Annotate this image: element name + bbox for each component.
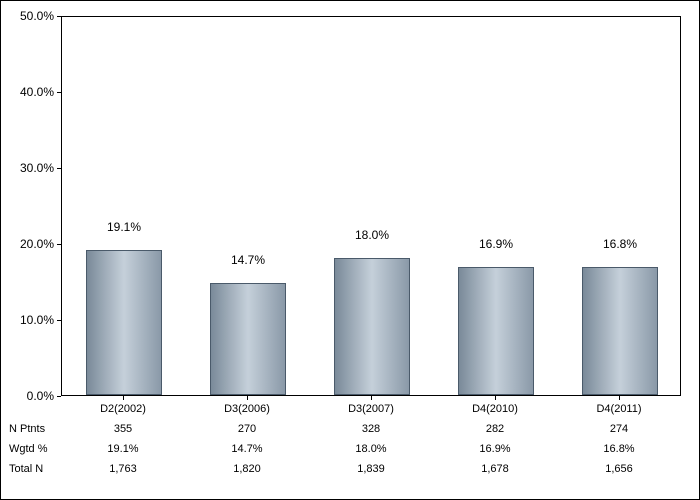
table-cell: 1,839 [357, 463, 385, 475]
y-tick-label: 10.0% [4, 313, 54, 327]
table-cell: 1,678 [481, 463, 509, 475]
y-tick-label: 40.0% [4, 85, 54, 99]
table-cell: D3(2007) [348, 403, 394, 415]
x-tick-mark [247, 396, 248, 400]
table-row: Total N 1,763 1,820 1,839 1,678 1,656 [1, 463, 700, 483]
table-row-header: N Ptnts [9, 423, 59, 435]
table-cell: 1,763 [109, 463, 137, 475]
bar-value-label: 19.1% [107, 220, 141, 234]
x-tick-mark [495, 396, 496, 400]
table-cell: 16.9% [479, 443, 510, 455]
table-row-header: Total N [9, 463, 59, 475]
y-tick-mark [57, 244, 61, 245]
plot-area: 19.1% 14.7% 18.0% 16.9% 16.8% [61, 16, 681, 396]
table-row: N Ptnts 355 270 328 282 274 [1, 423, 700, 443]
table-cell: 274 [610, 423, 628, 435]
table-cell: D2(2002) [100, 403, 146, 415]
bar-value-label: 18.0% [355, 228, 389, 242]
table-cell: D4(2011) [596, 403, 641, 415]
table-cell: 270 [238, 423, 256, 435]
table-cell: 16.8% [603, 443, 634, 455]
table-cell: 328 [362, 423, 380, 435]
y-tick-label: 30.0% [4, 161, 54, 175]
table-cell: 355 [114, 423, 132, 435]
bar-value-label: 16.9% [479, 237, 513, 251]
table-cell: 19.1% [107, 443, 138, 455]
x-tick-mark [123, 396, 124, 400]
y-tick-mark [57, 396, 61, 397]
table-cell: D4(2010) [472, 403, 518, 415]
bar [210, 283, 287, 395]
x-tick-mark [619, 396, 620, 400]
y-tick-mark [57, 168, 61, 169]
y-tick-label: 0.0% [4, 389, 54, 403]
bar-value-label: 14.7% [231, 253, 265, 267]
table-row-header: Wgtd % [9, 443, 59, 455]
chart-container: 19.1% 14.7% 18.0% 16.9% 16.8% D2(2002) D3(200… [0, 0, 700, 500]
table-cell: D3(2006) [224, 403, 270, 415]
bar [334, 258, 411, 395]
y-tick-label: 20.0% [4, 237, 54, 251]
table-row: D2(2002) D3(2006) D3(2007) D4(2010) D4(2011) [1, 403, 700, 423]
table-cell: 282 [486, 423, 504, 435]
bar [458, 267, 535, 395]
table-cell: 18.0% [355, 443, 386, 455]
y-tick-mark [57, 16, 61, 17]
bar-value-label: 16.8% [603, 237, 637, 251]
x-tick-mark [371, 396, 372, 400]
y-tick-label: 50.0% [4, 9, 54, 23]
y-tick-mark [57, 320, 61, 321]
table-cell: 14.7% [231, 443, 262, 455]
bar [86, 250, 163, 395]
bar [582, 267, 659, 395]
table-row: Wgtd % 19.1% 14.7% 18.0% 16.9% 16.8% [1, 443, 700, 463]
y-tick-mark [57, 92, 61, 93]
table-cell: 1,656 [605, 463, 633, 475]
table-cell: 1,820 [233, 463, 261, 475]
